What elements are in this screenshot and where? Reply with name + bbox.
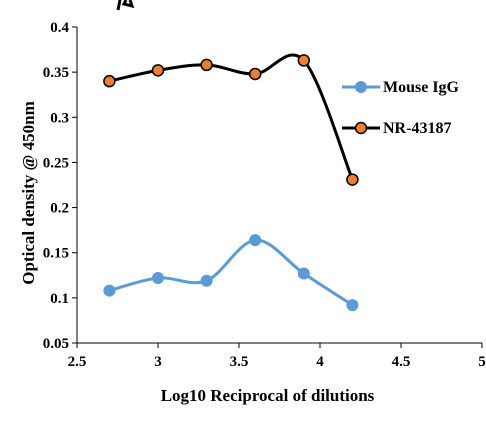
data-point bbox=[151, 64, 165, 77]
y-tick-label: 0.25 bbox=[43, 155, 69, 171]
y-tick-label: 0.05 bbox=[43, 336, 69, 352]
y-tick-label: 0.15 bbox=[43, 246, 69, 262]
x-tick-label: 2.5 bbox=[68, 354, 87, 370]
legend-label: NR-43187 bbox=[383, 120, 451, 137]
y-tick-label: 0.1 bbox=[50, 291, 69, 307]
data-point bbox=[248, 67, 262, 81]
series-layer bbox=[103, 53, 359, 312]
y-tick-label: 0.2 bbox=[50, 201, 69, 217]
y-tick-label: 0.4 bbox=[50, 20, 69, 36]
y-tick-label: 0.3 bbox=[50, 110, 69, 126]
y-axis-title: Optical density @ 450nm bbox=[19, 101, 38, 284]
data-point bbox=[103, 74, 116, 88]
legend-item-mouse-igg[interactable]: Mouse IgG bbox=[342, 79, 460, 96]
data-point bbox=[200, 58, 213, 72]
data-point bbox=[346, 173, 359, 186]
data-point bbox=[152, 271, 164, 284]
data-point bbox=[249, 234, 262, 247]
tick-marks bbox=[72, 26, 483, 348]
legend[interactable]: Mouse IgG NR-43187 bbox=[342, 79, 460, 137]
x-tick-label: 3 bbox=[154, 354, 162, 370]
legend-swatch-marker bbox=[355, 81, 367, 93]
y-tick-label: 0.35 bbox=[43, 65, 69, 81]
legend-item-nr-43187[interactable]: NR-43187 bbox=[342, 120, 451, 137]
x-tick-label: 3.5 bbox=[230, 354, 249, 370]
x-axis-title: Log10 Reciprocal of dilutions bbox=[161, 386, 375, 405]
series-mouse-igg bbox=[103, 234, 359, 312]
clipped-title-fragment bbox=[116, 0, 135, 11]
legend-swatch-marker bbox=[354, 121, 368, 135]
x-tick-label: 4 bbox=[316, 354, 324, 370]
axes bbox=[76, 27, 482, 344]
tick-labels: 2.5 3 3.5 4 4.5 5 0.05 0.1 0.15 0.2 0.25 0.3 0.35 0.4 bbox=[43, 20, 486, 370]
legend-label: Mouse IgG bbox=[383, 79, 460, 96]
data-point bbox=[297, 54, 311, 67]
data-point bbox=[103, 284, 116, 297]
data-point bbox=[200, 274, 213, 287]
data-point bbox=[346, 299, 359, 312]
series-nr-43187 bbox=[103, 53, 359, 186]
x-tick-label: 5 bbox=[478, 354, 486, 370]
series-line bbox=[109, 238, 354, 307]
data-point bbox=[297, 267, 310, 280]
series-line bbox=[109, 53, 354, 181]
x-tick-label: 4.5 bbox=[392, 354, 411, 370]
